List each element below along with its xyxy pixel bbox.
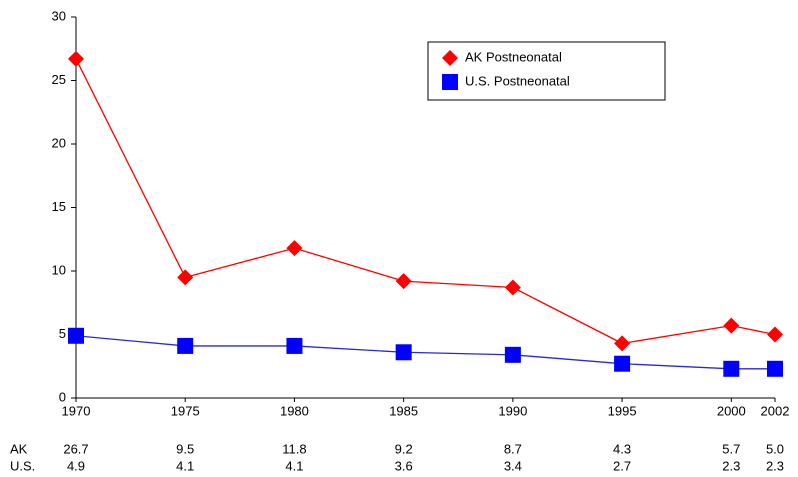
point <box>286 240 303 257</box>
table-row-label: U.S. <box>10 458 35 473</box>
y-tick-label: 5 <box>59 326 66 341</box>
table-value: 4.1 <box>285 458 303 473</box>
point <box>68 50 84 67</box>
x-tick-label: 1995 <box>608 403 637 418</box>
table-value: 2.3 <box>722 458 740 473</box>
x-tick-label: 1980 <box>280 403 309 418</box>
y-tick-label: 15 <box>52 199 66 214</box>
table-value: 3.6 <box>395 458 413 473</box>
point <box>286 337 303 354</box>
table-row-label: AK <box>10 441 28 456</box>
table-value: 4.3 <box>613 441 631 456</box>
x-tick-label: 2002 <box>761 403 790 418</box>
y-tick-label: 30 <box>52 8 66 23</box>
series-line <box>75 335 775 370</box>
point <box>395 273 412 290</box>
table-value: 5.0 <box>766 441 784 456</box>
point <box>767 326 783 343</box>
y-tick-label: 20 <box>52 135 66 150</box>
x-tick-label: 1990 <box>498 403 527 418</box>
point <box>68 327 84 344</box>
table-value: 2.3 <box>766 458 784 473</box>
x-tick-label: 2000 <box>717 403 746 418</box>
point <box>723 317 740 334</box>
legend-swatch <box>442 50 458 66</box>
point <box>614 335 631 352</box>
point <box>767 360 783 377</box>
point <box>177 337 194 354</box>
y-tick-label: 0 <box>59 389 66 404</box>
point <box>177 269 194 286</box>
table-value: 11.8 <box>282 441 306 456</box>
table-value: 26.7 <box>63 441 88 456</box>
point <box>504 279 521 296</box>
y-tick-label: 10 <box>52 262 66 277</box>
x-tick-label: 1985 <box>389 403 418 418</box>
legend-label: AK Postneonatal <box>465 49 562 64</box>
y-tick-label: 25 <box>52 72 66 87</box>
table-value: 3.4 <box>504 458 522 473</box>
legend-swatch <box>442 74 458 90</box>
table-value: 2.7 <box>613 458 631 473</box>
x-tick-label: 1970 <box>62 403 91 418</box>
x-tick-label: 1975 <box>171 403 200 418</box>
point <box>395 344 412 361</box>
table-value: 9.2 <box>395 441 413 456</box>
legend-box <box>427 41 666 101</box>
table-value: 8.7 <box>504 441 522 456</box>
point <box>614 355 631 372</box>
table-value: 4.1 <box>176 458 194 473</box>
point <box>504 346 521 363</box>
table-value: 5.7 <box>722 441 740 456</box>
point <box>723 360 740 377</box>
series-line <box>75 58 776 345</box>
table-value: 4.9 <box>67 458 85 473</box>
table-value: 9.5 <box>176 441 194 456</box>
legend-label: U.S. Postneonatal <box>465 73 570 88</box>
